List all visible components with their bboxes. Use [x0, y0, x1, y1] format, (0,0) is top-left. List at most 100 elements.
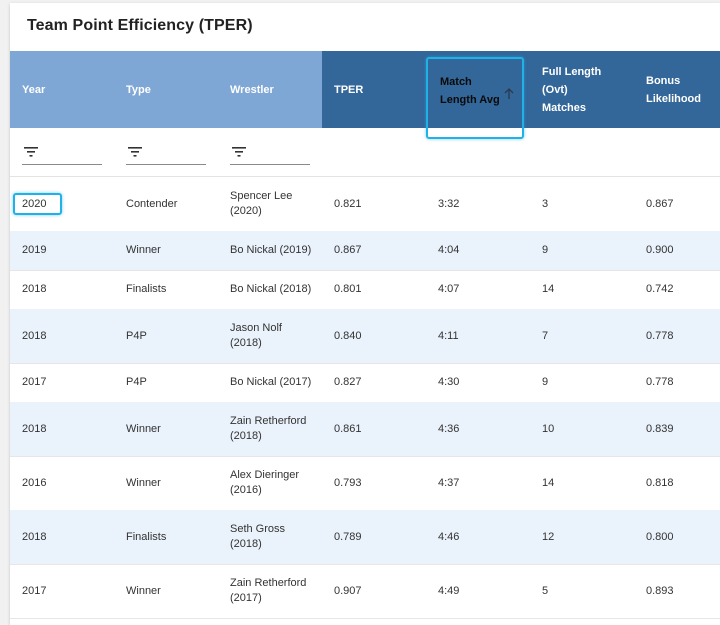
table-row[interactable]: 2017 Winner Zain Retherford (2017) 0.907 4:49… [10, 564, 720, 619]
column-header-label: TPER [334, 83, 364, 96]
wrestler-name: Alex Dieringer [230, 469, 300, 481]
page-title: Team Point Efficiency (TPER) [27, 17, 253, 34]
cell-value: Winner [126, 422, 161, 435]
year-filter[interactable] [22, 144, 102, 165]
cell-value: 0.778 [646, 329, 674, 342]
table-row[interactable]: 2017 P4P Bo Nickal (2017) 0.827 4:30 9 0.778 [10, 363, 720, 403]
cell-mla: 4:04 [438, 231, 459, 270]
cell-type: Winner [126, 456, 161, 510]
cell-tper: 0.840 [334, 309, 362, 363]
table-row[interactable]: 2020 Contender Spencer Lee (2020) 0.821 3:32 3… [10, 177, 720, 232]
cell-value: 2018 [22, 283, 47, 295]
column-header-wrestler[interactable]: Wrestler [218, 51, 322, 128]
cell-value: 2018 [22, 422, 47, 435]
wrestler-name: Bo Nickal (2019) [230, 244, 312, 256]
cell-tper: 0.867 [334, 231, 362, 270]
cell-tper: 0.861 [334, 402, 362, 456]
wrestler-name: Zain Retherford [230, 415, 307, 427]
cell-tper: 0.821 [334, 177, 362, 231]
cell-value: 7 [542, 329, 549, 342]
cell-value: 0.827 [334, 376, 362, 388]
cell-value: 0.801 [334, 283, 362, 295]
cell-value: Finalists [126, 530, 167, 543]
wrestler-filter[interactable] [230, 144, 310, 165]
cell-wrestler: Zain Retherford (2017) [230, 564, 306, 618]
cell-type: Winner [126, 231, 161, 270]
table-row[interactable]: 2018 Finalists Seth Gross (2018) 0.789 4:46 12… [10, 510, 720, 565]
arrow-up-icon[interactable] [502, 87, 516, 101]
table-header: Year Type Wrestler TPER Match Length Avg [10, 51, 720, 139]
column-header-tper[interactable]: TPER [322, 51, 426, 128]
table-row[interactable]: 2019 Winner Bo Nickal (2019) 0.867 4:04 9 0.90… [10, 231, 720, 271]
cell-wrestler: Alex Dieringer (2016) [230, 456, 299, 510]
cell-year: 2018 [22, 402, 46, 456]
cell-value: Winner [126, 476, 161, 489]
cell-year: 2018 [22, 309, 46, 363]
cell-value: 4:49 [438, 584, 460, 597]
cell-bl: 0.867 [646, 177, 674, 231]
column-header-year[interactable]: Year [10, 51, 114, 128]
cell-value: 9 [542, 244, 549, 256]
table-row[interactable]: 2018 P4P Jason Nolf (2018) 0.840 4:11 7 0.778 [10, 309, 720, 364]
cell-wrestler: Seth Gross (2018) [230, 510, 285, 564]
cell-value: 0.840 [334, 329, 362, 342]
cell-year: 2017 [22, 564, 46, 618]
cell-year: 2017 [22, 363, 46, 402]
cell-value: 0.793 [334, 476, 362, 489]
cell-value: 0.800 [646, 530, 674, 543]
wrestler-season: (2018) [230, 430, 262, 442]
cell-value: 2019 [22, 244, 47, 256]
cell-type: Winner [126, 402, 161, 456]
cell-type: Finalists [126, 270, 166, 309]
cell-mla: 3:32 [438, 177, 459, 231]
cell-tper: 0.789 [334, 510, 362, 564]
filter-row [10, 128, 720, 177]
filter-icon [24, 147, 38, 157]
column-header-label-line: Full Length [542, 65, 602, 78]
cell-flm: 9 [542, 363, 548, 402]
column-header-bonus-likelihood[interactable]: Bonus Likelihood [634, 51, 720, 128]
cell-value: 0.861 [334, 422, 362, 435]
table-row[interactable]: 2018 Finalists Bo Nickal (2018) 0.801 4:07 14… [10, 270, 720, 310]
cell-flm: 10 [542, 402, 554, 456]
wrestler-season: (2020) [230, 205, 262, 217]
cell-value: 2018 [22, 530, 47, 543]
cell-value: 0.839 [646, 422, 674, 435]
column-header-label: Wrestler [230, 83, 274, 96]
cell-value: 0.900 [646, 244, 674, 256]
cell-value: P4P [126, 329, 147, 342]
cell-mla: 4:07 [438, 270, 459, 309]
cell-value: 0.789 [334, 530, 362, 543]
cell-bl: 0.800 [646, 510, 674, 564]
cell-flm: 14 [542, 456, 554, 510]
cell-value: 0.818 [646, 476, 674, 489]
column-header-label-line: Length Avg [440, 94, 500, 106]
column-header-match-length-avg[interactable]: Match Length Avg [426, 51, 530, 139]
cell-value: 12 [542, 530, 555, 543]
cell-mla: 4:30 [438, 363, 459, 402]
cell-value: P4P [126, 376, 147, 388]
cell-tper: 0.801 [334, 270, 362, 309]
table-row[interactable]: 2018 Winner Zain Retherford (2018) 0.861 4:36… [10, 402, 720, 457]
wrestler-season: (2018) [230, 337, 262, 349]
cell-mla: 4:49 [438, 564, 459, 618]
cell-value: Winner [126, 244, 161, 256]
cell-flm: 14 [542, 270, 554, 309]
focus-highlight: Match Length Avg [426, 57, 524, 139]
table-row[interactable]: 2016 Winner Alex Dieringer (2016) 0.793 4:37 1… [10, 456, 720, 511]
filter-icon [232, 147, 246, 157]
cell-mla: 4:36 [438, 402, 459, 456]
cell-wrestler: Bo Nickal (2018) [230, 270, 311, 309]
focus-highlight [13, 193, 62, 215]
wrestler-name: Jason Nolf [230, 322, 282, 334]
cell-year: 2018 [22, 510, 46, 564]
column-header-full-length-matches[interactable]: Full Length (Ovt) Matches [530, 51, 634, 128]
column-header-type[interactable]: Type [114, 51, 218, 128]
cell-value: 14 [542, 476, 555, 489]
type-filter[interactable] [126, 144, 206, 165]
column-header-label: Type [126, 83, 151, 96]
column-header-label: Year [22, 83, 46, 96]
cell-value: 2020 [22, 197, 47, 210]
cell-bl: 0.839 [646, 402, 674, 456]
wrestler-name: Spencer Lee [230, 190, 293, 202]
